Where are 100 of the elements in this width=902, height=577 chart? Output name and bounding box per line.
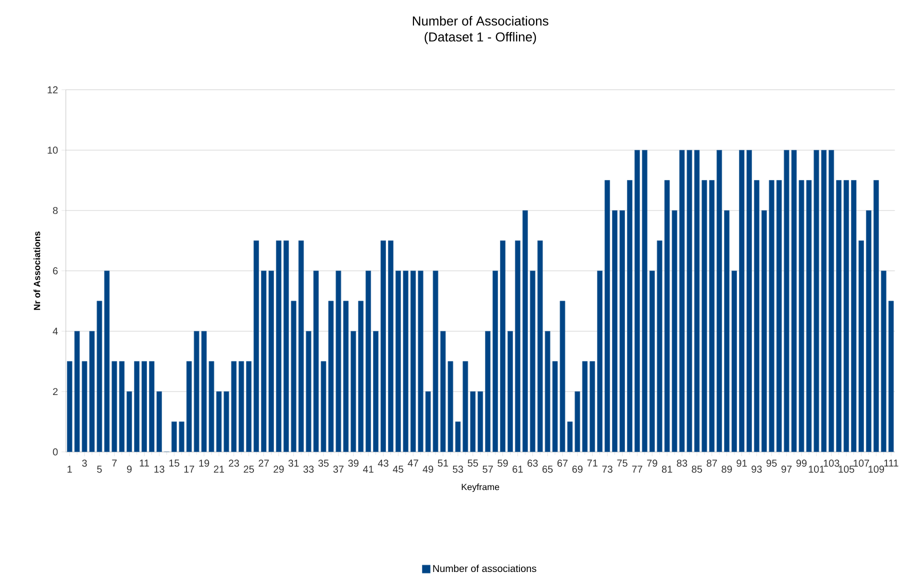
- bar: [276, 240, 282, 452]
- x-tick-label: 93: [752, 465, 762, 473]
- bar: [246, 360, 252, 452]
- bar: [290, 300, 296, 452]
- x-tick-label: 81: [662, 465, 672, 473]
- x-tick-label: 105: [838, 465, 854, 473]
- bar: [530, 270, 536, 452]
- x-tick-label: 91: [736, 459, 747, 467]
- bar: [620, 210, 625, 452]
- x-tick-label: 33: [303, 465, 314, 473]
- x-tick-label: 57: [482, 466, 493, 473]
- bar: [597, 270, 603, 452]
- bar: [380, 240, 386, 452]
- x-tick-label: 83: [676, 459, 688, 467]
- bar: [402, 270, 408, 452]
- x-tick-label: 89: [722, 465, 732, 473]
- bar: [746, 150, 752, 452]
- x-tick-label: 17: [184, 466, 194, 472]
- bar: [238, 360, 244, 452]
- x-tick-label: 103: [824, 459, 840, 467]
- bar: [231, 360, 237, 452]
- x-tick-label: 53: [452, 465, 464, 473]
- bar: [642, 150, 648, 452]
- legend-label: Number of associations: [433, 564, 536, 572]
- bar: [627, 180, 632, 452]
- x-tick-label: 107: [854, 459, 870, 467]
- bar: [768, 180, 774, 452]
- bar: [142, 360, 147, 452]
- bar: [828, 150, 834, 452]
- bar: [844, 180, 849, 452]
- x-tick-label: 77: [632, 466, 642, 472]
- bar: [388, 240, 394, 452]
- bar: [410, 270, 416, 452]
- bar: [261, 270, 266, 452]
- x-tick-label: 67: [557, 459, 568, 467]
- x-tick-label: 75: [617, 459, 628, 466]
- bar: [134, 360, 140, 452]
- x-tick-label: 35: [318, 459, 329, 467]
- x-tick-label: 9: [127, 465, 132, 473]
- x-tick-label: 85: [692, 465, 702, 473]
- chart-title: Number of Associations: [412, 16, 548, 26]
- bar: [716, 150, 722, 452]
- bar: [612, 210, 618, 452]
- bar: [112, 360, 118, 452]
- bar: [418, 270, 424, 452]
- bar: [485, 330, 491, 452]
- y-tick-label: 4: [52, 328, 58, 334]
- y-axis-title: Nr of Associations: [34, 231, 40, 310]
- x-tick-label: 63: [528, 459, 538, 467]
- x-tick-label: 29: [274, 465, 284, 473]
- bar: [656, 240, 662, 452]
- bar: [724, 210, 730, 452]
- y-tick-label: 0: [52, 448, 58, 456]
- x-tick-label: 39: [348, 459, 358, 467]
- bar: [149, 360, 154, 452]
- bar: [119, 360, 125, 452]
- x-tick-label: 15: [169, 459, 180, 466]
- x-tick-label: 71: [587, 459, 598, 466]
- bar: [350, 330, 356, 452]
- x-tick-label: 59: [498, 459, 508, 467]
- bar: [366, 270, 372, 452]
- x-tick-label: 65: [542, 465, 553, 473]
- bar: [358, 300, 364, 452]
- y-tick-label: 8: [52, 206, 58, 214]
- x-tick-label: 61: [512, 465, 523, 473]
- x-tick-label: 5: [97, 466, 102, 473]
- x-tick-label: 99: [796, 459, 807, 467]
- bar: [880, 270, 886, 452]
- x-tick-label: 43: [378, 459, 388, 467]
- x-tick-label: 97: [781, 465, 792, 473]
- x-tick-label: 7: [112, 459, 117, 466]
- x-tick-label: 95: [766, 459, 777, 467]
- bar: [739, 150, 744, 452]
- bar: [514, 240, 520, 452]
- bar: [709, 180, 715, 452]
- bar: [634, 150, 640, 452]
- bar: [373, 330, 378, 452]
- x-tick-label: 55: [468, 459, 478, 466]
- bar: [508, 330, 513, 452]
- x-tick-label: 87: [706, 459, 717, 467]
- y-tick-label: 6: [53, 267, 58, 274]
- x-tick-label: 109: [868, 465, 884, 473]
- bar: [395, 270, 401, 452]
- bar: [851, 180, 856, 452]
- x-tick-label: 41: [363, 466, 374, 472]
- x-tick-label: 1: [68, 466, 72, 472]
- x-tick-label: 11: [140, 459, 149, 466]
- bar: [649, 270, 655, 452]
- bar: [522, 210, 528, 452]
- bar: [283, 240, 289, 452]
- bar: [821, 150, 827, 452]
- x-tick-label: 37: [333, 465, 344, 473]
- x-tick-label: 3: [82, 459, 87, 467]
- bar: [873, 180, 879, 452]
- x-tick-label: 79: [647, 459, 658, 467]
- bar: [754, 180, 760, 452]
- bar: [298, 240, 304, 452]
- bar: [590, 360, 596, 452]
- bar: [67, 361, 72, 452]
- x-tick-label: 111: [884, 459, 898, 466]
